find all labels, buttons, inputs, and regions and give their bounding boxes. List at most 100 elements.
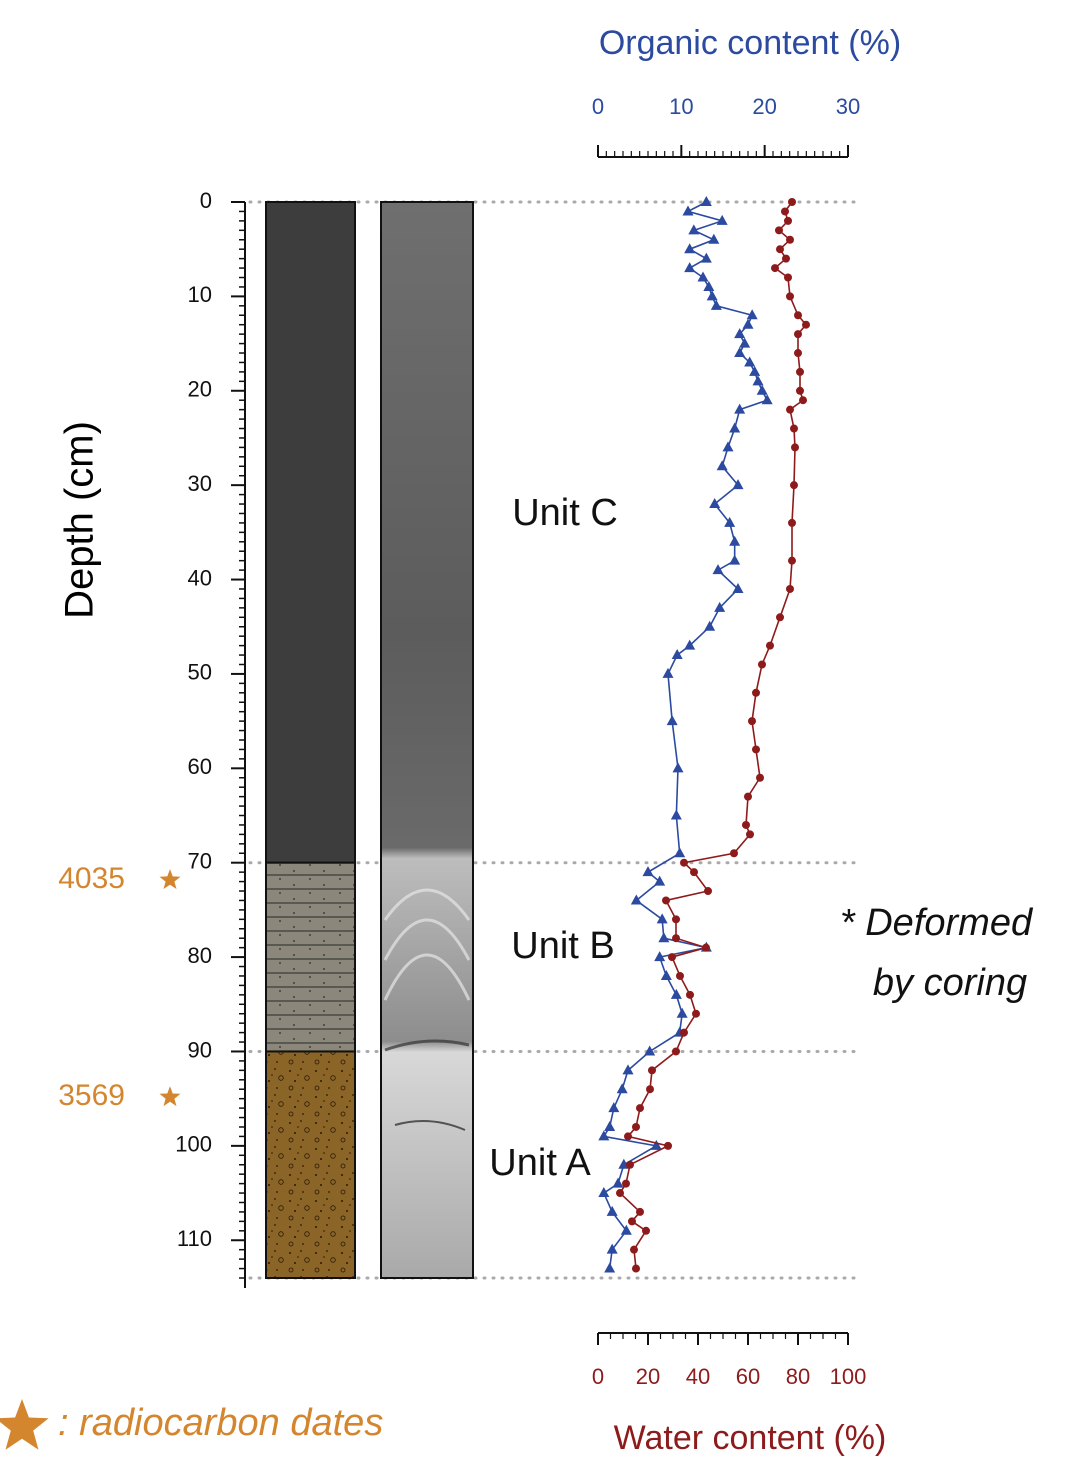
data-point [781, 207, 789, 216]
y-tick-label: 30 [188, 471, 212, 496]
data-point [620, 1224, 632, 1235]
data-point [786, 235, 794, 244]
data-point [756, 384, 768, 395]
x_top-tick-label: 0 [592, 94, 604, 119]
data-point [646, 1085, 654, 1094]
unit-label: Unit B [511, 925, 614, 967]
data-point [654, 875, 666, 886]
data-point [654, 951, 666, 962]
legend-text: : radiocarbon dates [58, 1402, 383, 1444]
data-point [606, 1205, 618, 1216]
data-point [716, 460, 728, 471]
data-point [702, 943, 710, 952]
data-point [791, 443, 799, 452]
data-point [799, 396, 807, 405]
data-point [802, 320, 810, 329]
y-tick-label: 10 [188, 282, 212, 307]
y-tick-label: 110 [177, 1226, 212, 1251]
data-point [680, 1028, 688, 1037]
data-point [732, 582, 744, 593]
lithology [265, 201, 356, 1279]
data-point [686, 990, 694, 999]
data-point [604, 1262, 616, 1273]
data-point [729, 554, 741, 565]
data-point [794, 311, 802, 320]
data-point [671, 649, 683, 660]
data-point [676, 1007, 688, 1018]
data-point [716, 214, 728, 225]
data-point [672, 915, 680, 924]
lithology-unit [265, 201, 356, 864]
data-point [782, 254, 790, 263]
data-point [672, 762, 684, 773]
annotation-line: by coring [873, 962, 1027, 1004]
data-point [668, 953, 676, 962]
data-point [680, 858, 688, 867]
data-point [796, 386, 804, 395]
x_bottom-tick-label: 40 [686, 1364, 710, 1389]
data-point [662, 667, 674, 678]
data-point [788, 198, 796, 206]
data-point [658, 932, 670, 943]
data-point [786, 584, 794, 593]
data-point [672, 1047, 680, 1056]
annotation-line: * Deformed [840, 902, 1034, 944]
x_bottom-tick-label: 0 [592, 1364, 604, 1389]
data-point [674, 847, 686, 858]
date-label: 4035 [58, 862, 125, 895]
data-point [749, 365, 761, 376]
core-texture [383, 888, 471, 1131]
x_bottom-tick-label: 100 [830, 1364, 867, 1389]
data-point [616, 1083, 628, 1094]
y-tick-label: 40 [188, 565, 212, 590]
data-point [790, 481, 798, 490]
data-point [744, 792, 752, 801]
data-point [771, 264, 779, 273]
top-axis-title: Organic content (%) [599, 24, 901, 62]
data-point [729, 422, 741, 433]
data-point [608, 1102, 620, 1113]
data-point [709, 498, 721, 509]
data-point [746, 830, 754, 839]
data-point [598, 1187, 610, 1198]
data-point [692, 1009, 700, 1018]
data-point [664, 1141, 672, 1150]
data-point [746, 309, 758, 320]
data-point [660, 969, 672, 980]
data-point [648, 1066, 656, 1075]
data-point [708, 233, 720, 244]
data-point [684, 262, 696, 273]
data-point [730, 849, 738, 858]
y-tick-label: 90 [188, 1037, 212, 1062]
data-point [724, 516, 736, 527]
annotation: * Deformed by coring [840, 902, 1034, 1004]
profile-line [618, 201, 808, 1269]
date-marker [159, 1086, 181, 1107]
data-point [734, 403, 746, 414]
data-point [748, 717, 756, 726]
x_bottom-tick-label: 80 [786, 1364, 810, 1389]
data-point [710, 299, 722, 310]
data-point [700, 196, 712, 206]
data-point [632, 1122, 640, 1131]
data-point [656, 913, 668, 924]
lithology-unit [265, 1050, 356, 1279]
data-point [697, 271, 709, 282]
date-label: 3569 [58, 1079, 125, 1112]
data-point [684, 639, 696, 650]
profile-line [602, 201, 769, 1269]
y-tick-label: 80 [188, 943, 212, 968]
x_top-tick-label: 10 [669, 94, 693, 119]
data-point [712, 564, 724, 575]
data-point [734, 347, 746, 358]
legend-star [0, 1399, 49, 1450]
data-point [784, 216, 792, 225]
y-axis-title: Depth (cm) [58, 421, 102, 619]
data-point [606, 1243, 618, 1254]
data-point [612, 1177, 624, 1188]
data-point [752, 745, 760, 754]
data-point [776, 613, 784, 622]
data-point [742, 318, 754, 329]
y-tick-label: 100 [175, 1132, 212, 1157]
